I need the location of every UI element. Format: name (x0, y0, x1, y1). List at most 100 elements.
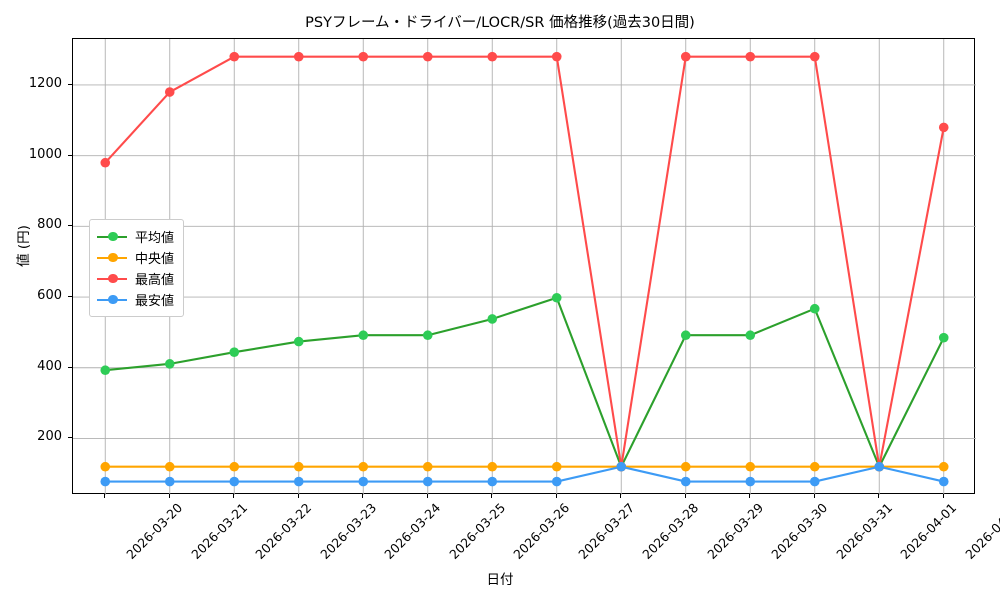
data-point-marker (487, 476, 498, 487)
y-tick-mark (68, 296, 72, 298)
data-point-marker (616, 461, 627, 472)
data-point-marker (680, 461, 691, 472)
series-line (104, 465, 945, 483)
plot-area (72, 38, 976, 495)
data-point-marker (164, 476, 175, 487)
x-tick-label: 2026-03-30 (768, 500, 831, 562)
data-point-marker (809, 303, 820, 314)
data-point-marker (229, 461, 240, 472)
x-tick-mark (297, 494, 299, 498)
x-tick-mark (942, 494, 944, 498)
y-tick-label: 600 (37, 288, 62, 304)
y-tick-mark (68, 225, 72, 227)
x-tick-label: 2026-04-02 (962, 500, 1000, 562)
data-point-marker (100, 157, 111, 168)
data-point-marker (164, 461, 175, 472)
x-tick-mark (362, 494, 364, 498)
legend-label: 中央値 (135, 252, 175, 267)
data-point-marker (938, 476, 949, 487)
data-point-marker (938, 122, 949, 133)
data-point-marker (680, 330, 691, 341)
y-tick-mark (68, 437, 72, 439)
x-tick-mark (555, 494, 557, 498)
x-tick-label: 2026-03-22 (252, 500, 315, 562)
data-point-marker (745, 461, 756, 472)
x-tick-mark (168, 494, 170, 498)
grid-lines (73, 39, 976, 495)
data-point-marker (745, 330, 756, 341)
data-point-marker (293, 51, 304, 62)
data-point-marker (422, 461, 433, 472)
legend-swatch-icon (97, 293, 127, 307)
x-tick-label: 2026-03-20 (123, 500, 186, 562)
x-tick-mark (878, 494, 880, 498)
data-point-marker (422, 51, 433, 62)
x-tick-label: 2026-03-27 (575, 500, 638, 562)
y-tick-label: 800 (37, 217, 62, 233)
data-point-marker (745, 51, 756, 62)
data-point-marker (293, 461, 304, 472)
legend-swatch-icon (97, 230, 127, 244)
data-point-marker (938, 332, 949, 343)
x-tick-label: 2026-03-29 (704, 500, 767, 562)
data-point-marker (874, 461, 885, 472)
chart-legend: 平均値中央値最高値最安値 (89, 219, 185, 317)
x-tick-mark (426, 494, 428, 498)
x-tick-mark (749, 494, 751, 498)
data-point-marker (358, 476, 369, 487)
series-line (104, 55, 945, 468)
legend-item-3[interactable]: 最安値 (97, 289, 174, 310)
legend-item-1[interactable]: 中央値 (97, 247, 174, 268)
y-tick-mark (68, 366, 72, 368)
data-point-marker (164, 359, 175, 369)
chart-title: PSYフレーム・ドライバー/LOCR/SR 価格推移(過去30日間) (305, 15, 695, 31)
data-point-marker (229, 476, 240, 487)
data-point-marker (358, 461, 369, 472)
data-point-marker (358, 330, 369, 341)
legend-label: 最高値 (135, 273, 175, 288)
x-tick-label: 2026-03-25 (446, 500, 509, 562)
x-tick-label: 2026-03-24 (381, 500, 444, 562)
y-tick-label: 1200 (28, 75, 62, 91)
legend-item-2[interactable]: 最高値 (97, 268, 174, 289)
x-axis-label: 日付 (486, 572, 514, 588)
series-markers (100, 51, 949, 487)
data-point-marker (422, 330, 433, 341)
data-point-marker (487, 314, 498, 324)
data-point-marker (487, 461, 498, 472)
plot-svg (73, 39, 976, 495)
data-point-marker (100, 365, 111, 376)
data-point-marker (745, 476, 756, 487)
data-point-marker (680, 476, 691, 487)
data-point-marker (551, 292, 562, 303)
data-point-marker (809, 51, 820, 62)
legend-label: 最安値 (135, 294, 175, 309)
legend-item-0[interactable]: 平均値 (97, 226, 174, 247)
x-tick-label: 2026-03-21 (188, 500, 251, 562)
y-axis-label: 値 (円) (16, 225, 32, 267)
data-point-marker (680, 51, 691, 62)
legend-label: 平均値 (135, 231, 175, 246)
data-point-marker (293, 336, 304, 347)
x-tick-mark (233, 494, 235, 498)
y-tick-label: 400 (37, 358, 62, 374)
x-tick-mark (104, 494, 106, 498)
data-point-marker (809, 461, 820, 472)
x-tick-label: 2026-03-28 (639, 500, 702, 562)
x-tick-label: 2026-04-01 (897, 500, 960, 562)
data-point-marker (551, 51, 562, 62)
y-tick-label: 1000 (28, 146, 62, 162)
data-point-marker (551, 476, 562, 487)
series-line (104, 296, 945, 468)
data-point-marker (358, 51, 369, 62)
data-point-marker (938, 461, 949, 472)
x-tick-label: 2026-03-23 (317, 500, 380, 562)
data-point-marker (809, 476, 820, 487)
x-tick-mark (620, 494, 622, 498)
data-point-marker (551, 461, 562, 472)
x-tick-label: 2026-03-31 (833, 500, 896, 562)
y-tick-mark (68, 83, 72, 85)
y-tick-label: 200 (37, 429, 62, 445)
data-point-marker (229, 347, 240, 357)
